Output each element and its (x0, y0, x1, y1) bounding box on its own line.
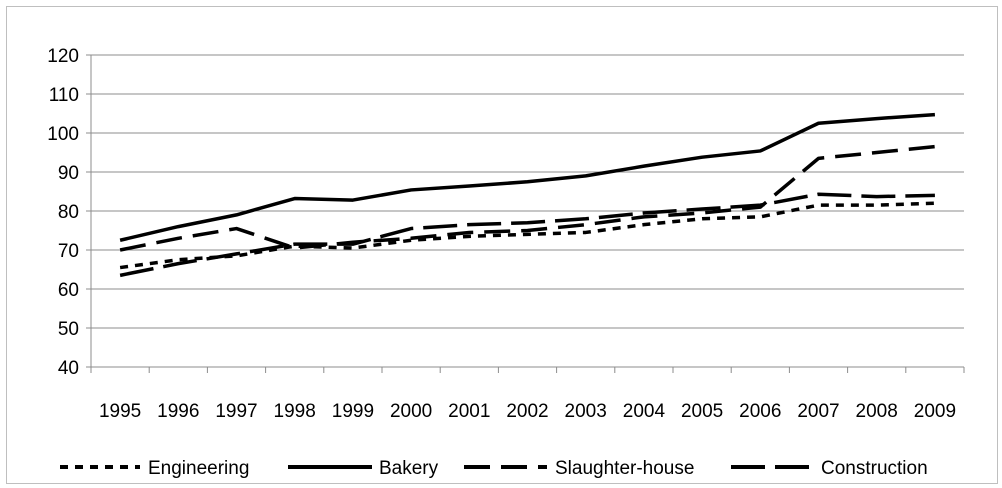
axes (86, 54, 965, 373)
x-tick-label: 1998 (274, 401, 316, 422)
x-tick-label: 2005 (681, 401, 723, 422)
y-tick-label: 110 (49, 85, 79, 106)
y-tick-label: 120 (47, 46, 79, 67)
x-tick-label: 2007 (797, 401, 839, 422)
x-tick-label: 2008 (856, 401, 898, 422)
series-line-construction (119, 192, 935, 278)
chart-frame (6, 6, 998, 484)
x-tick-label: 1996 (157, 401, 199, 422)
x-tick-label: 1997 (215, 401, 257, 422)
x-tick-label: 2003 (565, 401, 607, 422)
y-tick-labels: 40 50 60 70 80 90 100 110 120 (47, 46, 79, 379)
y-tick-label: 40 (58, 358, 79, 379)
legend: Engineering Bakery Slaughter-house Construc… (60, 458, 928, 479)
series-lines (119, 112, 936, 278)
x-tick-label: 2001 (448, 401, 490, 422)
x-tick-label: 2004 (623, 401, 666, 422)
x-tick-label: 1999 (332, 401, 374, 422)
series-line-bakery (119, 112, 936, 242)
y-tick-label: 70 (58, 241, 79, 262)
y-tick-label: 100 (47, 124, 79, 145)
y-tick-label: 90 (58, 163, 79, 184)
legend-label: Construction (821, 458, 928, 479)
legend-label: Slaughter-house (555, 458, 694, 479)
y-tick-label: 50 (58, 319, 79, 340)
y-tick-label: 60 (58, 280, 79, 301)
x-tick-label: 2006 (739, 401, 781, 422)
series-line-engineering (119, 201, 935, 270)
legend-label: Bakery (379, 458, 439, 479)
y-tick-label: 80 (58, 202, 79, 223)
gridlines (91, 54, 964, 329)
x-tick-label: 2002 (506, 401, 548, 422)
x-tick-label: 2009 (914, 401, 956, 422)
x-tick-label: 1995 (99, 401, 141, 422)
x-tick-labels: 1995 1996 1997 1998 1999 2000 2001 2002 2003 2004… (99, 401, 956, 422)
x-tick-label: 2000 (390, 401, 432, 422)
legend-label: Engineering (148, 458, 249, 479)
series-line-slaughter-house (119, 144, 936, 252)
